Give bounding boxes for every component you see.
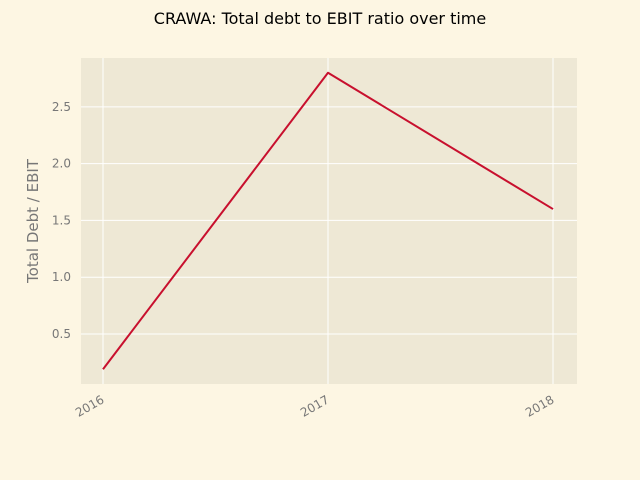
chart-title: CRAWA: Total debt to EBIT ratio over tim… xyxy=(154,9,486,28)
series-layer xyxy=(102,71,554,370)
y-tick-label: 2.0 xyxy=(52,157,71,171)
plot-area xyxy=(81,58,577,384)
y-tick-label: 1.0 xyxy=(52,270,71,284)
series-line xyxy=(102,71,554,370)
y-tick-labels: 0.5 1.0 1.5 2.0 2.5 xyxy=(52,100,71,341)
grid xyxy=(81,58,577,384)
y-tick-label: 2.5 xyxy=(52,100,71,114)
y-tick-label: 1.5 xyxy=(52,213,71,227)
y-axis-label: Total Debt / EBIT xyxy=(24,158,42,284)
y-tick-label: 0.5 xyxy=(52,327,71,341)
